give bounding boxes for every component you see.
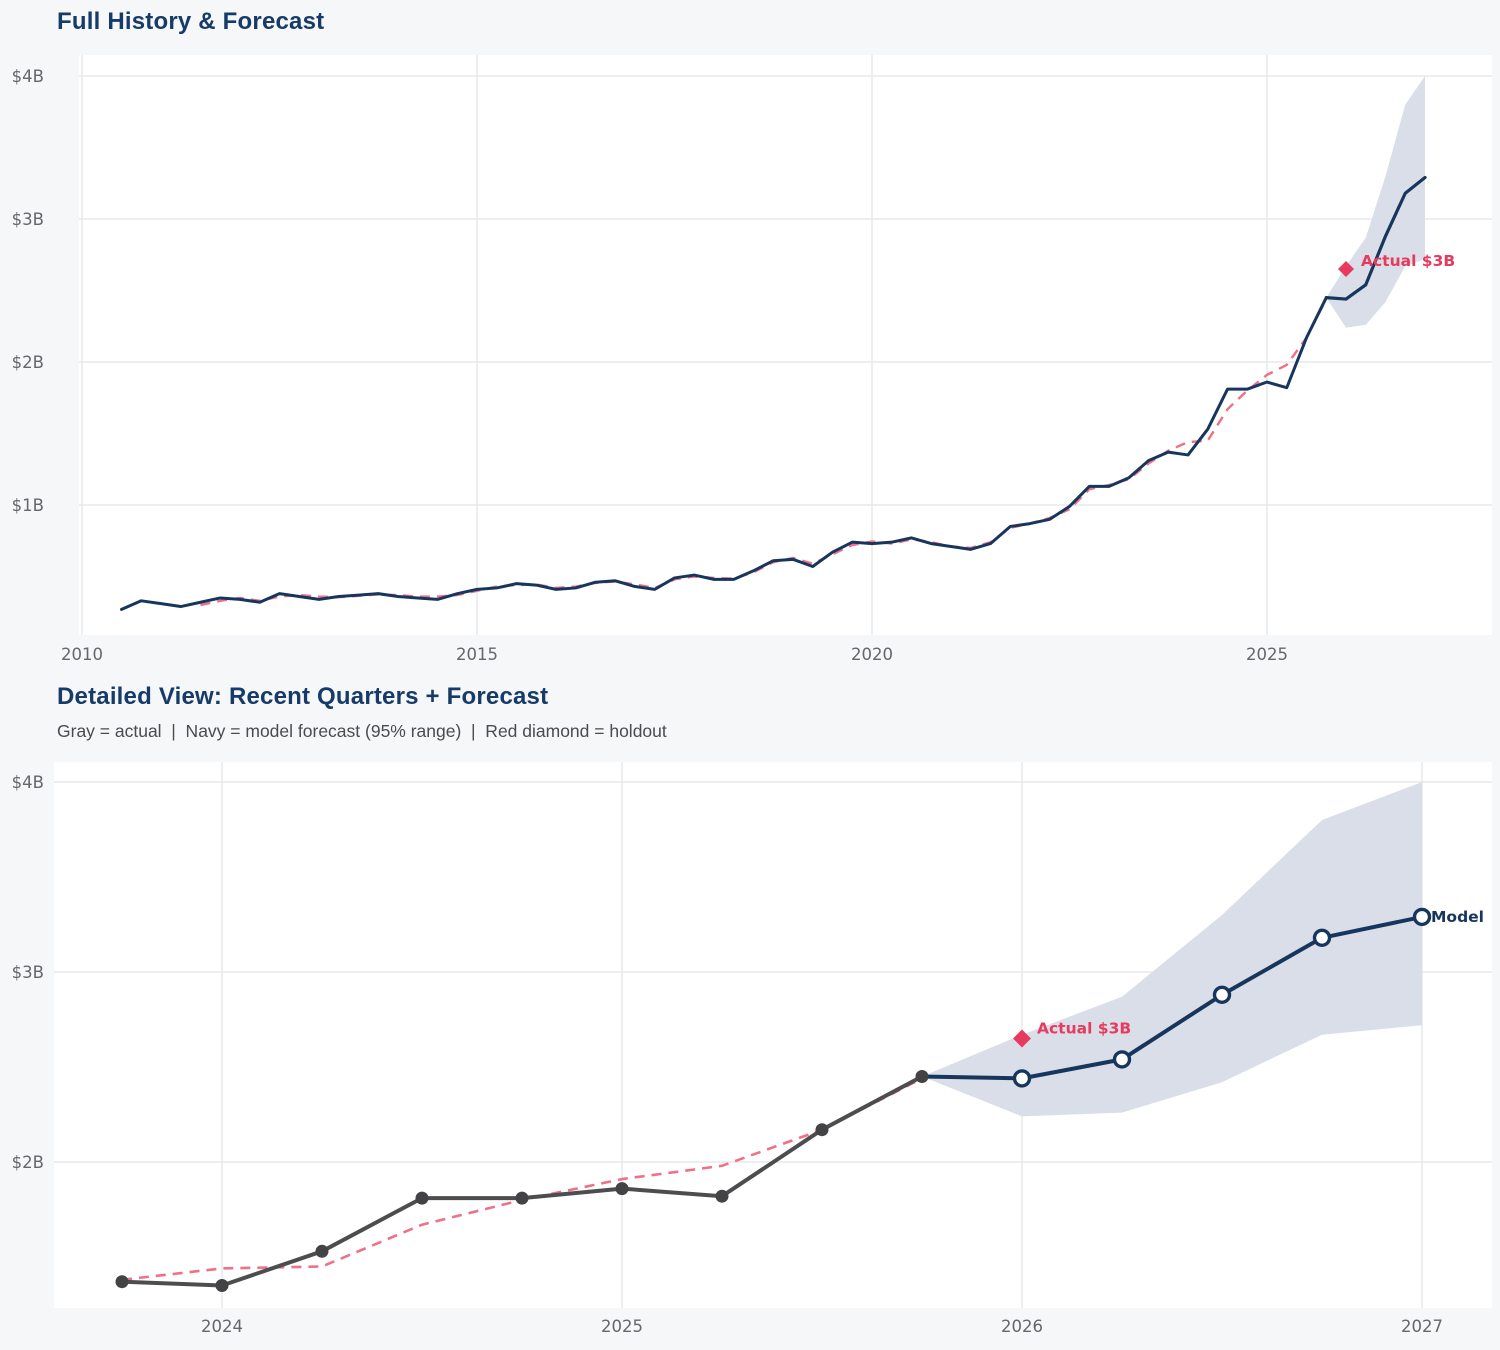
forecast-point <box>1312 928 1332 947</box>
forecast-point <box>1012 1069 1032 1088</box>
y-tick-label: $3B <box>12 963 44 982</box>
actual-point <box>515 1191 529 1205</box>
x-tick-label: 2027 <box>1401 1317 1443 1336</box>
holdout-diamond-icon <box>1013 1029 1031 1048</box>
x-tick-label: 2025 <box>601 1317 643 1336</box>
y-tick-label: $2B <box>12 353 44 372</box>
forecast-point <box>1212 985 1232 1004</box>
actual-point <box>315 1244 329 1258</box>
x-tick-label: 2025 <box>1246 645 1288 660</box>
detailed-view-chart: $2B $3B $4B 2024 2025 2026 2027 Actual $3B Model <box>12 762 1492 1336</box>
actual-point <box>215 1279 229 1292</box>
y-tick-label: $1B <box>12 496 44 515</box>
forecast-line <box>1324 175 1427 301</box>
detailed-view-title: Detailed View: Recent Quarters + Forecas… <box>57 683 549 710</box>
actual-line <box>120 296 1328 611</box>
x-tick-label: 2010 <box>61 645 103 660</box>
y-tick-label: $4B <box>12 773 44 792</box>
forecast-confidence-band <box>922 782 1422 1117</box>
full-history-chart: $1B $2B $3B $4B 2010 2015 2020 2025 Actual $3B <box>12 55 1492 660</box>
forecast-line <box>920 914 1424 1081</box>
full-history-title: Full History & Forecast <box>57 8 325 35</box>
actual-point <box>415 1191 429 1205</box>
actual-point <box>715 1189 729 1203</box>
holdout-annotation-label: Actual $3B <box>1361 252 1455 270</box>
x-tick-label: 2020 <box>851 645 893 660</box>
actual-point <box>915 1070 929 1083</box>
holdout-annotation-label: Actual $3B <box>1037 1020 1131 1038</box>
forecast-point <box>1112 1050 1132 1069</box>
x-tick-label: 2015 <box>456 645 498 660</box>
forecast-confidence-band <box>1326 76 1425 328</box>
forecast-point <box>1412 907 1432 927</box>
y-tick-label: $3B <box>12 210 44 229</box>
x-tick-label: 2026 <box>1001 1317 1043 1336</box>
actual-point <box>815 1123 829 1137</box>
actual-point <box>115 1275 129 1289</box>
y-tick-label: $2B <box>12 1153 44 1172</box>
y-tick-label: $4B <box>12 67 44 86</box>
x-tick-label: 2024 <box>201 1317 243 1336</box>
detailed-view-legend-subtitle: Gray = actual | Navy = model forecast (9… <box>57 721 667 741</box>
actual-point <box>615 1182 629 1196</box>
plot-area <box>79 55 1492 635</box>
holdout-diamond-icon <box>1338 261 1354 278</box>
model-line-label: Model <box>1431 908 1484 926</box>
